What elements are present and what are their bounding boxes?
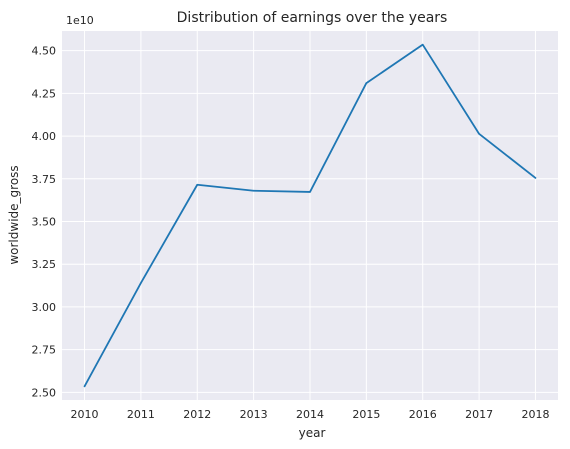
x-axis-ticks: 2010 2011 2012 2013 2014 2015 2016 2017 2018 [71, 408, 550, 421]
y-tick-label: 3.50 [32, 215, 57, 228]
x-tick-label: 2011 [127, 408, 155, 421]
x-tick-label: 2015 [352, 408, 380, 421]
x-tick-label: 2012 [183, 408, 211, 421]
x-tick-label: 2013 [240, 408, 268, 421]
chart-title: Distribution of earnings over the years [177, 10, 448, 26]
x-axis-label: year [299, 426, 326, 440]
y-axis-ticks: 2.50 2.75 3.00 3.25 3.50 3.75 4.00 4.25 4.50 [32, 45, 57, 400]
y-tick-label: 3.25 [32, 258, 57, 271]
x-tick-label: 2016 [409, 408, 437, 421]
x-tick-label: 2018 [521, 408, 549, 421]
y-tick-label: 4.00 [32, 130, 57, 143]
y-tick-label: 2.50 [32, 386, 57, 399]
x-tick-label: 2017 [465, 408, 493, 421]
series-layer [83, 43, 537, 388]
x-tick-label: 2010 [71, 408, 99, 421]
grid-lines [62, 31, 558, 400]
y-axis-label: worldwide_gross [7, 165, 21, 264]
y-tick-label: 3.00 [32, 301, 57, 314]
y-tick-label: 4.25 [32, 87, 57, 100]
y-tick-label: 2.75 [32, 344, 57, 357]
y-tick-label: 4.50 [32, 45, 57, 58]
y-axis-offset-label: 1e10 [66, 14, 94, 27]
x-tick-label: 2014 [296, 408, 324, 421]
y-tick-label: 3.75 [32, 173, 57, 186]
